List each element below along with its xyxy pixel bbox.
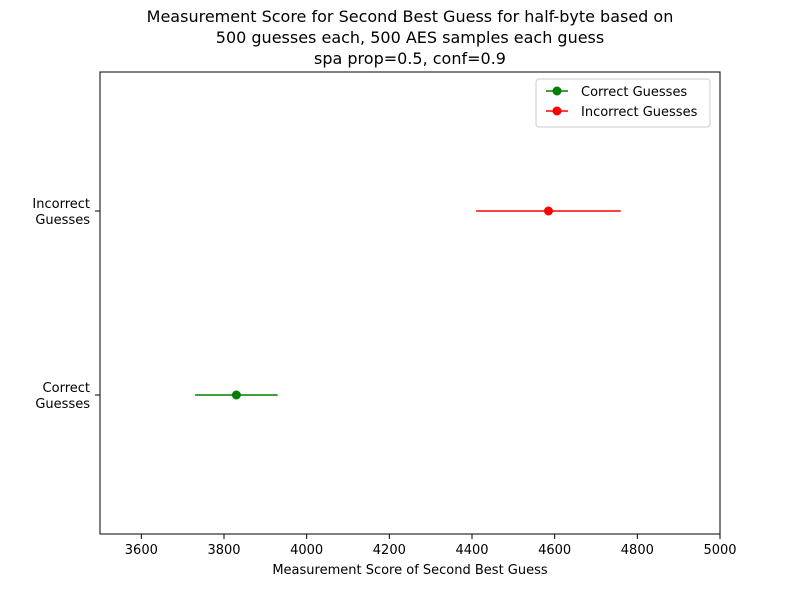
title-line-1: Measurement Score for Second Best Guess … bbox=[147, 7, 674, 26]
x-tick-label: 4200 bbox=[373, 543, 406, 558]
legend-box bbox=[535, 78, 711, 128]
legend-marker bbox=[552, 86, 562, 96]
data-point bbox=[543, 206, 553, 216]
legend: Correct Guesses Incorrect Guesses bbox=[535, 78, 711, 128]
x-tick-label: 3800 bbox=[207, 543, 240, 558]
title-line-3: spa prop=0.5, conf=0.9 bbox=[314, 49, 506, 68]
y-tick-label: Guesses bbox=[35, 397, 90, 412]
x-axis-label: Measurement Score of Second Best Guess bbox=[272, 563, 548, 578]
legend-label: Incorrect Guesses bbox=[581, 105, 698, 120]
x-axis-ticks: 3600 3800 4000 4200 4400 4600 4800 5000 bbox=[125, 534, 737, 558]
y-tick-label: Incorrect bbox=[32, 197, 90, 212]
x-tick-label: 4000 bbox=[290, 543, 323, 558]
y-tick-label: Correct bbox=[43, 381, 90, 396]
y-tick-label: Guesses bbox=[35, 213, 90, 228]
x-tick-label: 4600 bbox=[538, 543, 571, 558]
chart-title: Measurement Score for Second Best Guess … bbox=[147, 7, 674, 68]
legend-label: Correct Guesses bbox=[581, 85, 687, 100]
title-line-2: 500 guesses each, 500 AES samples each g… bbox=[216, 28, 604, 47]
x-tick-label: 4800 bbox=[621, 543, 654, 558]
x-tick-label: 5000 bbox=[703, 543, 736, 558]
legend-marker bbox=[552, 106, 562, 116]
plot-area-frame bbox=[99, 71, 721, 535]
x-tick-label: 3600 bbox=[125, 543, 158, 558]
series-group bbox=[195, 206, 621, 400]
x-tick-label: 4400 bbox=[455, 543, 488, 558]
data-point bbox=[231, 390, 241, 400]
